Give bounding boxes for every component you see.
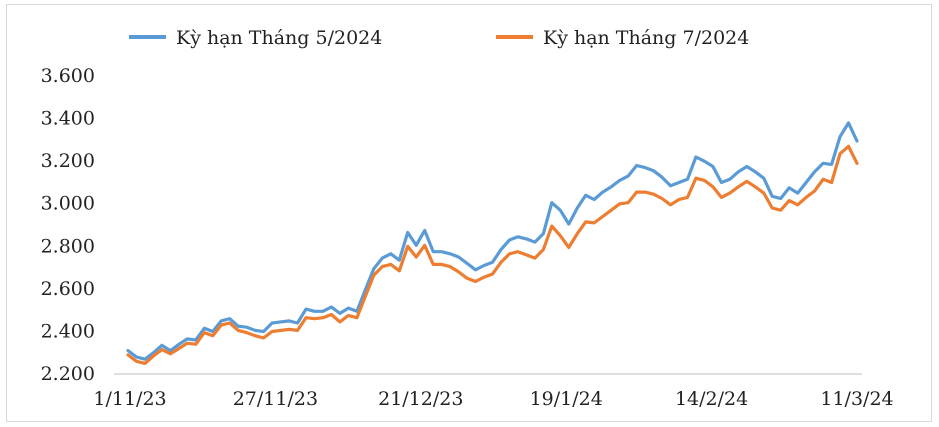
legend-label-series-1: Kỳ hạn Tháng 5/2024 xyxy=(176,27,382,49)
y-tick-label: 3.200 xyxy=(41,150,95,172)
x-tick-label: 27/11/23 xyxy=(233,388,318,410)
y-tick-label: 3.600 xyxy=(41,65,95,87)
series-line-2 xyxy=(126,144,859,365)
y-tick-label: 2.400 xyxy=(41,320,95,342)
x-tick-label: 14/2/24 xyxy=(675,388,748,410)
x-tick-label: 11/3/24 xyxy=(820,388,893,410)
series-line-1 xyxy=(126,121,859,361)
y-tick-label: 2.800 xyxy=(41,235,95,257)
legend-label-series-2: Kỳ hạn Tháng 7/2024 xyxy=(543,27,749,49)
x-tick-label: 21/12/23 xyxy=(378,388,463,410)
plot-area xyxy=(126,121,859,365)
x-tick-label: 19/1/24 xyxy=(530,388,603,410)
y-tick-label: 3.400 xyxy=(41,108,95,130)
y-tick-label: 2.600 xyxy=(41,278,95,300)
y-tick-label: 2.200 xyxy=(41,363,95,385)
y-tick-label: 3.000 xyxy=(41,193,95,215)
x-axis: 1/11/23 27/11/23 21/12/23 19/1/24 14/2/2… xyxy=(93,373,894,410)
legend: Kỳ hạn Tháng 5/2024 Kỳ hạn Tháng 7/2024 xyxy=(129,27,749,49)
y-axis: 2.200 2.400 2.600 2.800 3.000 3.200 3.40… xyxy=(41,65,95,385)
x-tick-label: 1/11/23 xyxy=(93,388,166,410)
